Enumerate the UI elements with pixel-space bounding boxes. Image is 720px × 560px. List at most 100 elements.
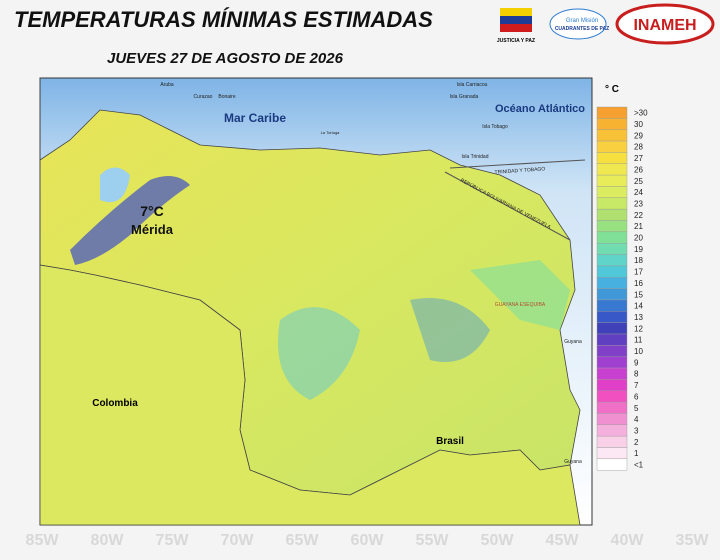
legend-label: 14 [634, 302, 643, 311]
legend-swatch [596, 322, 628, 335]
legend-swatch [596, 458, 628, 471]
map-label: Colombia [92, 398, 138, 409]
legend-swatch [596, 333, 628, 346]
map-label: Aruba [160, 82, 174, 88]
legend-swatch [596, 401, 628, 414]
legend-label: 29 [634, 131, 643, 140]
map-label: Isla Trinidad [462, 154, 489, 160]
flag [500, 16, 532, 24]
legend-swatch [596, 231, 628, 244]
legend-swatch [596, 424, 628, 437]
legend-swatch [596, 435, 628, 448]
legend-label: 15 [634, 290, 643, 299]
legend-label: 2 [634, 438, 639, 447]
logo [549, 8, 607, 40]
longitude-label: 35W [676, 532, 710, 549]
legend-swatch [596, 118, 628, 130]
logo-text: Gran Misión [566, 18, 598, 24]
legend-swatch [596, 174, 628, 187]
legend-label: 4 [634, 415, 639, 424]
border-line [449, 159, 586, 169]
legend-label: 9 [634, 358, 639, 367]
map-label: 7°C [140, 203, 164, 219]
logo [615, 3, 715, 45]
legend-swatch [596, 356, 628, 369]
legend-label: 13 [634, 313, 643, 322]
longitude-label: 45W [546, 532, 580, 549]
flag [500, 24, 532, 32]
longitude-label: 40W [611, 532, 645, 549]
longitude-label: 70W [221, 532, 255, 549]
legend-label: 20 [634, 234, 643, 243]
legend-swatch [596, 129, 628, 142]
legend-label: 17 [634, 268, 643, 277]
map-label: Guyana [564, 339, 582, 345]
legend-label: 26 [634, 165, 643, 174]
logo-text: CUADRANTES DE PAZ [555, 26, 609, 32]
cool-zone [470, 260, 570, 330]
legend-label: 12 [634, 324, 643, 333]
cool-zone [410, 298, 490, 362]
longitude-label: 85W [26, 532, 60, 549]
legend-swatch [596, 390, 628, 403]
legend-label: 21 [634, 222, 643, 231]
title: TEMPERATURAS MÍNIMAS ESTIMADAS [14, 7, 433, 32]
neighbor-land [39, 78, 581, 526]
legend-swatch [596, 311, 628, 323]
legend-swatch [596, 163, 628, 176]
legend-label: >30 [634, 109, 648, 118]
longitude-label: 50W [481, 532, 515, 549]
legend-swatch [596, 288, 628, 301]
legend-label: <1 [634, 461, 644, 470]
map-label: Guyana [564, 459, 582, 465]
map-label: Isla Carriacou [457, 82, 488, 88]
legend-label: 28 [634, 143, 643, 152]
legend-label: 1 [634, 449, 639, 458]
legend-swatch [596, 197, 628, 210]
lake [100, 167, 130, 203]
longitude-label: 55W [416, 532, 450, 549]
map [39, 77, 593, 526]
cold-zone [70, 176, 190, 265]
legend-label: 22 [634, 211, 643, 220]
legend-swatch [596, 242, 628, 255]
legend-swatch [596, 413, 628, 426]
legend-label: 18 [634, 256, 643, 265]
longitude-label: 75W [156, 532, 190, 549]
legend-label: 16 [634, 279, 643, 288]
legend-swatch [596, 277, 628, 289]
legend-swatch [596, 345, 628, 357]
legend-label: 11 [634, 336, 643, 345]
map-label: TRINIDAD Y TOBAGO [494, 166, 545, 176]
flag [500, 8, 532, 16]
legend-label: 6 [634, 392, 639, 401]
background-labels: 85W 80W 75W 70W 65W 60W 55W 50W 45W 40W 35W [26, 532, 710, 549]
map-label: Océano Atlántico [495, 103, 585, 115]
legend-swatch [596, 299, 628, 312]
legend-swatch [596, 106, 628, 119]
legend-label: 30 [634, 120, 643, 129]
logos: JUSTICIA Y PAZ Gran Misión CUADRANTES DE… [497, 3, 715, 45]
legend-swatch [596, 186, 628, 198]
logo-text: JUSTICIA Y PAZ [497, 38, 535, 44]
border-line [444, 171, 571, 241]
map-label: Isla Tobago [482, 124, 508, 130]
map-label: Brasil [436, 436, 464, 447]
legend-swatch [596, 140, 628, 153]
subtitle: JUEVES 27 DE AGOSTO DE 2026 [107, 50, 344, 67]
legend-label: 10 [634, 347, 643, 356]
legend-label: 23 [634, 199, 643, 208]
legend-label: 27 [634, 154, 643, 163]
legend-swatch [596, 254, 628, 267]
longitude-label: 80W [91, 532, 125, 549]
map-label: Mérida [131, 222, 174, 237]
legend-swatch [596, 220, 628, 233]
legend-label: 7 [634, 381, 639, 390]
legend-label: 5 [634, 404, 639, 413]
map-label: Isla Granada [450, 94, 479, 100]
legend-label: 24 [634, 188, 643, 197]
legend-swatch [596, 265, 628, 278]
longitude-label: 60W [351, 532, 385, 549]
legend-swatch [596, 152, 628, 164]
